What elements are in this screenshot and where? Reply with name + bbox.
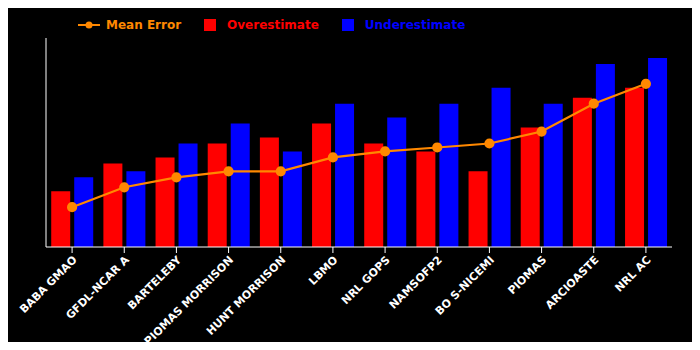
svg-text:LBMO: LBMO	[306, 253, 340, 287]
svg-text:NRL AC: NRL AC	[612, 253, 653, 294]
svg-text:BO S-NICEMI: BO S-NICEMI	[433, 253, 497, 317]
html-text:Underestimate: Underestimate	[364, 18, 466, 32]
svg-text:NAMSOFP2: NAMSOFP2	[387, 253, 445, 311]
svg-text:BARTELEBY: BARTELEBY	[125, 253, 185, 313]
html-text:Overestimate: Overestimate	[227, 18, 319, 32]
svg-text:ARCIOASTE: ARCIOASTE	[543, 253, 601, 311]
svg-text:PIOMAS: PIOMAS	[505, 253, 549, 297]
svg-text:BABA GMAO: BABA GMAO	[17, 253, 80, 316]
svg-text:HUNT MORRISON: HUNT MORRISON	[204, 253, 288, 337]
svg-text:NRL GOPS: NRL GOPS	[339, 253, 393, 307]
svg-text:GFDL-NCAR A: GFDL-NCAR A	[63, 253, 132, 322]
html-text:Mean Error: Mean Error	[106, 18, 182, 32]
